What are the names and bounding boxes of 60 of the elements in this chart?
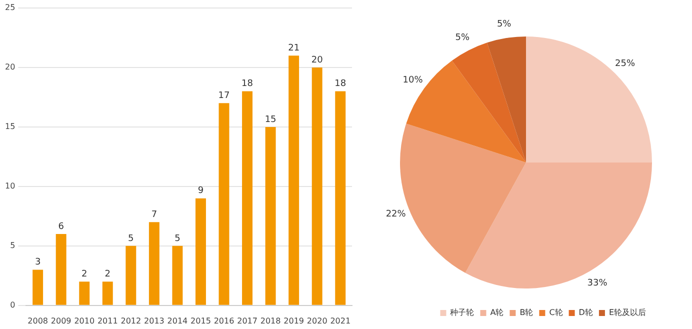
data-label: 21 [288, 43, 300, 54]
data-label: 17 [218, 91, 230, 102]
y-tick-label: 20 [4, 62, 16, 72]
x-tick-label: 2018 [260, 316, 281, 326]
data-label: 6 [58, 222, 64, 232]
y-tick-label: 0 [10, 300, 16, 310]
data-label: 22% [386, 209, 406, 220]
y-tick-label: 25 [4, 3, 16, 12]
data-label: 2 [104, 269, 110, 280]
data-label: 10% [402, 76, 424, 86]
bar [265, 126, 276, 305]
x-tick-label: 2015 [190, 316, 211, 326]
bar [79, 282, 90, 305]
legend-label: B轮 [520, 308, 534, 318]
data-label: 33% [587, 278, 608, 288]
data-label: 2 [81, 269, 88, 280]
data-label: 7 [151, 210, 158, 220]
bar [335, 91, 346, 305]
bar [288, 56, 300, 305]
data-label: 9 [198, 186, 204, 196]
x-tick-label: 2016 [214, 316, 234, 326]
bar [56, 234, 66, 305]
x-tick-label: 2010 [74, 316, 95, 326]
data-label: 5% [496, 20, 512, 30]
bar [126, 246, 136, 305]
legend-label: E轮及以后 [608, 308, 646, 318]
data-label: 5 [128, 234, 134, 244]
y-tick-label: 5 [10, 241, 16, 250]
x-tick-label: 2017 [237, 316, 258, 326]
data-label: 5 [174, 234, 180, 244]
legend-label: 种子轮 [450, 308, 474, 318]
data-label: 3 [34, 258, 41, 268]
y-tick-label: 10 [4, 182, 16, 191]
x-tick-label: 2014 [167, 316, 188, 326]
legend-label: A轮 [490, 308, 504, 318]
legend-label: D轮 [578, 308, 593, 318]
data-label: 20 [311, 55, 324, 66]
data-label: 15 [264, 114, 276, 125]
data-label: 25% [614, 58, 636, 69]
data-label: 18 [242, 79, 254, 90]
legend-label: C轮 [549, 308, 563, 318]
bar [312, 67, 322, 305]
data-label: 5% [455, 33, 470, 44]
bar [32, 270, 44, 305]
bar [172, 246, 183, 305]
x-tick-label: 2013 [144, 316, 164, 326]
bar [242, 91, 253, 305]
bar [102, 282, 113, 305]
bar [148, 222, 160, 305]
x-tick-label: 2019 [284, 316, 304, 326]
x-tick-label: 2008 [28, 316, 48, 326]
bar [218, 103, 230, 305]
data-label: 18 [334, 79, 346, 90]
x-tick-label: 2021 [330, 316, 351, 326]
bar [195, 198, 206, 305]
x-tick-label: 2012 [120, 316, 142, 326]
x-tick-label: 2009 [50, 316, 72, 326]
x-tick-label: 2011 [97, 316, 118, 326]
x-tick-label: 2020 [306, 316, 328, 326]
y-tick-label: 15 [4, 122, 16, 132]
